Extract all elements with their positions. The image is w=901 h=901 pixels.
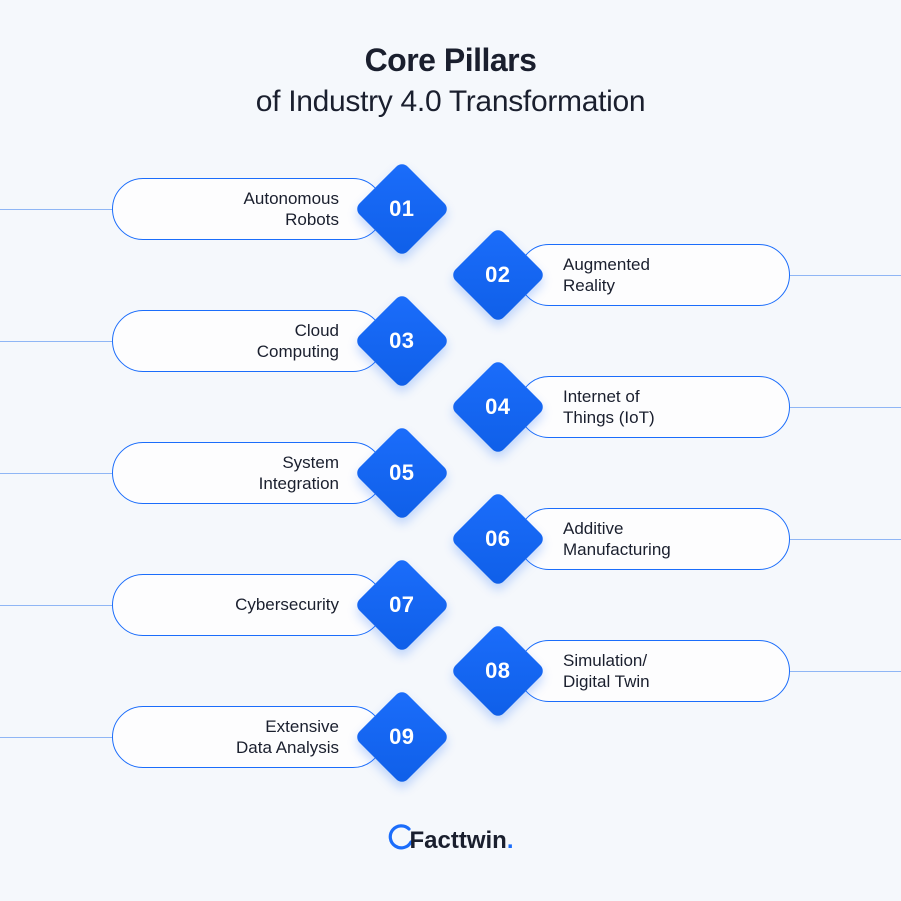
pillar-number-diamond: 05 (354, 425, 450, 521)
brand-logo: Facttwin. (0, 824, 901, 859)
header: Core Pillars of Industry 4.0 Transformat… (0, 0, 901, 119)
pillar-pill: Simulation/ Digital Twin (518, 640, 790, 702)
connector-line (790, 671, 901, 672)
pillar-label: Cloud Computing (257, 320, 339, 363)
pillar-number-diamond: 06 (450, 491, 546, 587)
pillar-number-diamond: 07 (354, 557, 450, 653)
connector-line (790, 539, 901, 540)
title-light: of Industry 4.0 Transformation (0, 85, 901, 119)
pillar-number-diamond: 04 (450, 359, 546, 455)
pillar-number: 04 (485, 394, 510, 420)
pillar-number: 06 (485, 526, 510, 552)
pillar-number: 02 (485, 262, 510, 288)
pillar-label: Simulation/ Digital Twin (563, 650, 650, 693)
pillar-number-diamond: 08 (450, 623, 546, 719)
pillar-label: System Integration (259, 452, 339, 495)
connector-line (0, 473, 112, 474)
pillar-label: Autonomous Robots (244, 188, 339, 231)
title-bold: Core Pillars (0, 42, 901, 79)
pillar-pill: Additive Manufacturing (518, 508, 790, 570)
logo-dot: . (507, 827, 514, 854)
pillar-number: 03 (389, 328, 414, 354)
pillar-number: 05 (389, 460, 414, 486)
connector-line (790, 275, 901, 276)
pillar-pill: Cloud Computing (112, 310, 384, 372)
connector-line (0, 341, 112, 342)
pillars-diagram: Autonomous Robots 01 Augmented Reality 02 Cl… (0, 160, 901, 800)
pillar-label: Internet of Things (IoT) (563, 386, 655, 429)
pillar-number-diamond: 03 (354, 293, 450, 389)
pillar-label: Additive Manufacturing (563, 518, 671, 561)
pillar-number: 01 (389, 196, 414, 222)
pillar-pill: Cybersecurity (112, 574, 384, 636)
logo-text: Facttwin (409, 827, 506, 854)
pillar-number-diamond: 09 (354, 689, 450, 785)
connector-line (0, 737, 112, 738)
pillar-pill: Extensive Data Analysis (112, 706, 384, 768)
pillar-number: 09 (389, 724, 414, 750)
pillar-number: 08 (485, 658, 510, 684)
pillar-number: 07 (389, 592, 414, 618)
connector-line (0, 209, 112, 210)
pillar-label: Extensive Data Analysis (236, 716, 339, 759)
connector-line (0, 605, 112, 606)
pillar-pill: Autonomous Robots (112, 178, 384, 240)
pillar-number-diamond: 02 (450, 227, 546, 323)
pillar-pill: Internet of Things (IoT) (518, 376, 790, 438)
pillar-pill: System Integration (112, 442, 384, 504)
pillar-label: Cybersecurity (235, 594, 339, 615)
pillar-label: Augmented Reality (563, 254, 650, 297)
pillar-number-diamond: 01 (354, 161, 450, 257)
connector-line (790, 407, 901, 408)
pillar-pill: Augmented Reality (518, 244, 790, 306)
